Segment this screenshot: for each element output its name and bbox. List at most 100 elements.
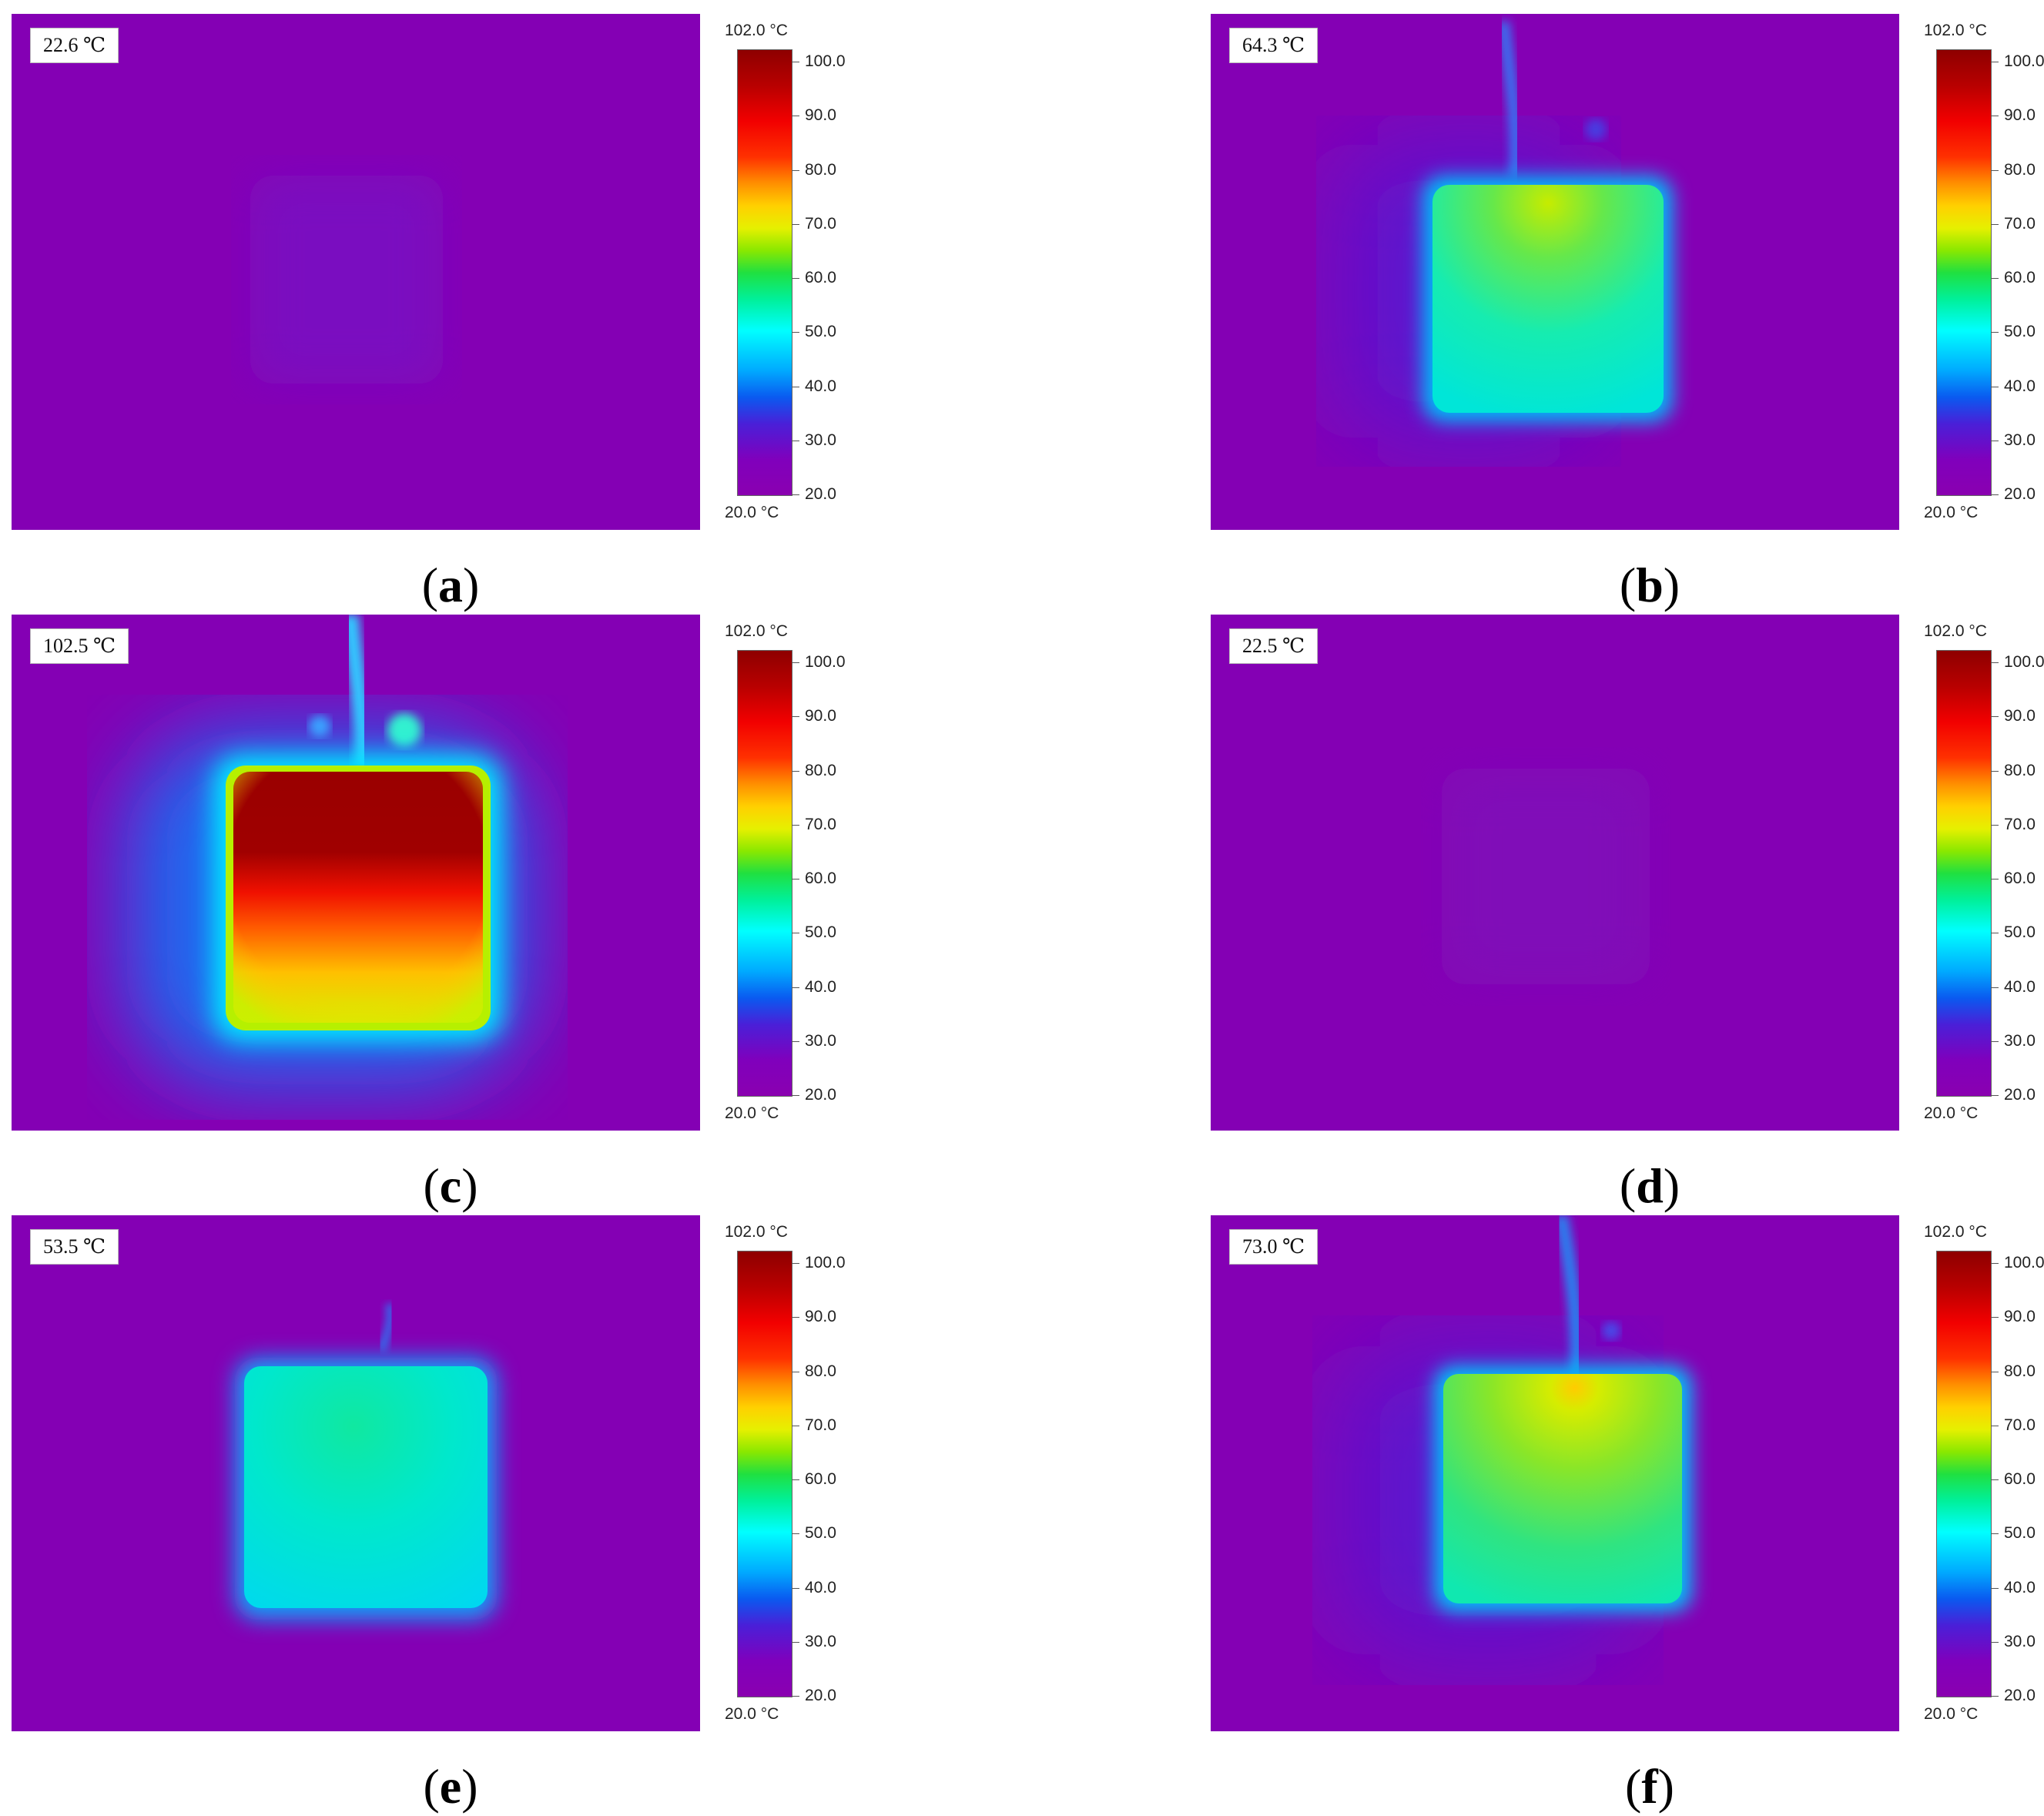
scale-tick-label: 70.0 bbox=[805, 1416, 836, 1434]
scale-tick-label: 100.0 bbox=[2004, 52, 2044, 70]
scale-max-label: 102.0 °C bbox=[725, 622, 788, 640]
scale-tick bbox=[1991, 879, 1999, 880]
scale-tick-label: 70.0 bbox=[805, 214, 836, 233]
scale-tick-label: 20.0 bbox=[2004, 1687, 2036, 1704]
scale-tick-label: 90.0 bbox=[2004, 1308, 2036, 1326]
scale-tick bbox=[792, 1696, 799, 1697]
scale-tick-label: 40.0 bbox=[805, 1578, 836, 1597]
scale-tick-label: 20.0 bbox=[805, 485, 836, 503]
color-scale: 102.0 °C 100.0 90.0 80.0 70.0 60.0 50.0 40.0 30… bbox=[712, 615, 859, 1131]
scale-tick-label: 90.0 bbox=[2004, 106, 2036, 125]
scale-tick bbox=[1991, 1040, 1999, 1042]
scale-tick-label: 60.0 bbox=[2004, 269, 2036, 286]
scale-min-label: 20.0 °C bbox=[725, 1104, 779, 1122]
thermal-scene bbox=[12, 14, 700, 530]
scale-min-label: 20.0 °C bbox=[1924, 1104, 1979, 1122]
faint-heat-patch bbox=[1442, 769, 1650, 984]
scale-max-label: 102.0 °C bbox=[725, 22, 788, 39]
scale-tick bbox=[792, 716, 799, 718]
scale-tick bbox=[1991, 1095, 1999, 1096]
scale-min-label: 20.0 °C bbox=[1924, 504, 1979, 521]
scale-tick-label: 80.0 bbox=[2004, 160, 2036, 179]
scale-tick-label: 30.0 bbox=[805, 1632, 836, 1650]
scale-tick-label: 40.0 bbox=[805, 977, 836, 996]
scale-tick-label: 80.0 bbox=[2004, 1362, 2036, 1380]
scale-tick-label: 60.0 bbox=[2004, 869, 2036, 887]
thermal-panel-d: 22.5 ℃ 102.0 °C 100.0 90.0 80.0 70.0 60.0 50.… bbox=[1211, 615, 2044, 1213]
scale-tick bbox=[792, 770, 799, 772]
scale-tick-label: 20.0 bbox=[805, 1086, 836, 1104]
color-scale-bar bbox=[1936, 49, 1992, 496]
scale-tick bbox=[792, 1263, 799, 1264]
temperature-readout: 102.5 ℃ bbox=[30, 628, 129, 664]
scale-tick bbox=[1991, 223, 1999, 225]
temperature-readout: 22.5 ℃ bbox=[1229, 628, 1319, 664]
color-scale-bar bbox=[737, 49, 792, 496]
scale-min-label: 20.0 °C bbox=[1924, 1705, 1979, 1723]
panel-caption: (c) bbox=[423, 1158, 478, 1213]
thermal-panel-b: 64.3 ℃ 102.0 °C 100.0 90.0 80.0 70.0 60.0 50.… bbox=[1211, 14, 2044, 612]
thermal-scene bbox=[12, 615, 700, 1131]
scale-tick bbox=[792, 332, 799, 333]
thermal-panel-c: 102.5 ℃ 102.0 °C 100.0 90.0 80.0 70.0 60.0 50… bbox=[12, 615, 859, 1213]
scale-tick bbox=[792, 824, 799, 826]
scale-tick-label: 80.0 bbox=[805, 160, 836, 179]
color-scale-bar bbox=[737, 1251, 792, 1697]
heated-object bbox=[244, 1366, 488, 1608]
thermal-panel-a: 22.6 ℃ 102.0 °C 100.0 90.0 80.0 70.0 60.0 50.… bbox=[12, 14, 859, 612]
scale-tick-label: 50.0 bbox=[805, 323, 836, 341]
scale-tick-label: 70.0 bbox=[2004, 214, 2036, 233]
scale-tick-label: 50.0 bbox=[805, 1524, 836, 1543]
color-scale-bar bbox=[1936, 650, 1992, 1097]
scale-tick bbox=[1991, 1587, 1999, 1589]
thermal-image: 64.3 ℃ bbox=[1211, 14, 1899, 530]
scale-tick-label: 50.0 bbox=[2004, 1524, 2036, 1543]
panel-caption: (e) bbox=[423, 1759, 478, 1814]
scale-tick-label: 50.0 bbox=[805, 923, 836, 942]
scale-tick-label: 100.0 bbox=[805, 52, 846, 70]
thermal-image: 22.6 ℃ bbox=[12, 14, 700, 530]
color-scale: 102.0 °C 100.0 90.0 80.0 70.0 60.0 50.0 40.0 30… bbox=[1912, 615, 2044, 1131]
scale-tick-label: 80.0 bbox=[805, 1362, 836, 1380]
thermal-image: 73.0 ℃ bbox=[1211, 1215, 1899, 1731]
scale-tick-label: 20.0 bbox=[2004, 1086, 2036, 1104]
thermal-image: 22.5 ℃ bbox=[1211, 615, 1899, 1131]
temperature-readout: 64.3 ℃ bbox=[1229, 28, 1319, 63]
scale-tick bbox=[792, 662, 799, 663]
scale-tick bbox=[1991, 662, 1999, 663]
scale-tick bbox=[1991, 332, 1999, 333]
scale-tick-label: 90.0 bbox=[805, 1308, 836, 1326]
thermal-scene bbox=[1211, 14, 1899, 530]
scale-tick bbox=[792, 1479, 799, 1480]
panel-caption: (b) bbox=[1619, 558, 1680, 612]
scale-tick bbox=[1991, 1641, 1999, 1643]
scale-tick-label: 60.0 bbox=[805, 869, 836, 887]
hot-spot bbox=[1585, 119, 1607, 140]
scale-tick bbox=[1991, 1533, 1999, 1535]
scale-tick bbox=[792, 1040, 799, 1042]
scale-tick bbox=[792, 278, 799, 279]
hot-spot bbox=[387, 713, 421, 747]
thermal-panel-e: 53.5 ℃ 102.0 °C 100.0 90.0 80.0 70.0 60.0 50.… bbox=[12, 1215, 859, 1814]
scale-tick bbox=[1991, 770, 1999, 772]
scale-tick bbox=[792, 879, 799, 880]
scale-tick-label: 100.0 bbox=[805, 653, 846, 671]
scale-tick bbox=[1991, 278, 1999, 279]
scale-tick-label: 60.0 bbox=[805, 269, 836, 286]
scale-tick bbox=[1991, 1479, 1999, 1480]
thermal-image: 102.5 ℃ bbox=[12, 615, 700, 1131]
scale-tick-label: 100.0 bbox=[2004, 653, 2044, 671]
scale-tick-label: 30.0 bbox=[805, 431, 836, 449]
temperature-readout: 53.5 ℃ bbox=[30, 1229, 119, 1265]
object-edge bbox=[233, 772, 483, 1023]
scale-tick-label: 60.0 bbox=[805, 1470, 836, 1488]
color-scale: 102.0 °C 100.0 90.0 80.0 70.0 60.0 50.0 40.0 30… bbox=[712, 1215, 859, 1731]
color-scale-bar bbox=[737, 650, 792, 1097]
scale-tick bbox=[792, 169, 799, 171]
scale-tick-label: 40.0 bbox=[2004, 377, 2036, 395]
hot-spot bbox=[1602, 1322, 1620, 1340]
scale-max-label: 102.0 °C bbox=[725, 1223, 788, 1241]
scale-tick bbox=[792, 1587, 799, 1589]
scale-tick-label: 90.0 bbox=[805, 707, 836, 725]
heat-plume bbox=[1554, 1215, 1584, 1374]
